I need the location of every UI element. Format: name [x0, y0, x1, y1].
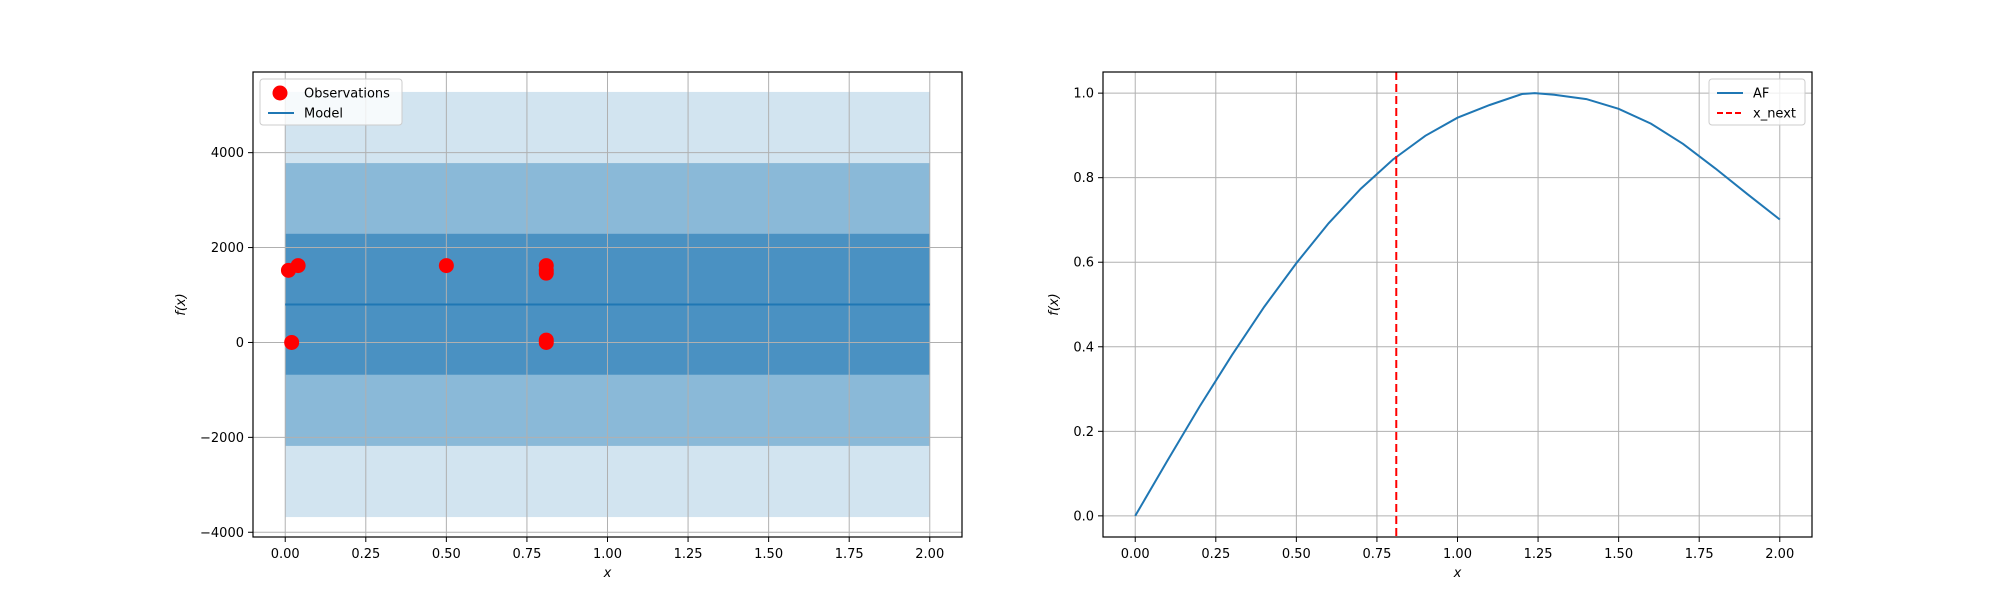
y-tick-label: 0.0 — [1073, 509, 1094, 524]
x-tick-label: 0.75 — [1362, 547, 1391, 562]
x-axis-label: x — [1453, 566, 1462, 581]
legend-label: Model — [304, 107, 343, 122]
y-axis-label: f(x) — [1047, 293, 1062, 315]
x-tick-label: 0.50 — [1282, 547, 1311, 562]
chart-panel-2: 0.00 0.25 0.50 0.75 1.00 1.25 1.50 1.75 2.00 0.0 0… — [1047, 71, 1813, 581]
x-tick-label: 1.00 — [1443, 547, 1472, 562]
observation-point — [290, 258, 306, 274]
x-tick-label: 1.25 — [1524, 547, 1553, 562]
observation-point — [438, 258, 454, 274]
y-tick-label: −4000 — [200, 526, 244, 541]
x-tick-label: 1.25 — [674, 547, 703, 562]
x-tick-label: 0.25 — [1201, 547, 1230, 562]
y-tick-label: −2000 — [200, 431, 244, 446]
x-tick-label: 2.00 — [1765, 547, 1794, 562]
x-tick-label: 0.00 — [1121, 547, 1150, 562]
legend-box — [1708, 78, 1806, 126]
x-tick-label: 1.50 — [1604, 547, 1633, 562]
x-tick-label: 1.75 — [1685, 547, 1714, 562]
x-tick-label: 0.25 — [351, 547, 380, 562]
observation-point — [538, 332, 554, 348]
y-tick-label: 0.6 — [1073, 256, 1094, 271]
legend-marker-observations — [272, 85, 288, 101]
x-tick-label: 0.50 — [432, 547, 461, 562]
x-tick-label: 1.75 — [835, 547, 864, 562]
y-tick-label: 0.2 — [1073, 425, 1094, 440]
y-tick-label: 2000 — [211, 241, 244, 256]
legend-label: x_next — [1753, 107, 1796, 122]
y-tick-label: 1.0 — [1073, 87, 1094, 102]
x-tick-label: 1.00 — [593, 547, 622, 562]
y-tick-label: 0 — [236, 336, 244, 351]
y-tick-label: 0.4 — [1073, 340, 1094, 355]
x-tick-label: 2.00 — [915, 547, 944, 562]
series-line-af — [1134, 92, 1781, 517]
x-tick-label: 1.50 — [754, 547, 783, 562]
legend-box — [259, 78, 403, 126]
chart-panel-1: 0.00 0.25 0.50 0.75 1.00 1.25 1.50 1.75 2.00 −400… — [174, 71, 963, 581]
legend: AF x_next — [1708, 78, 1806, 126]
observation-point — [284, 334, 300, 350]
y-tick-label: 0.8 — [1073, 171, 1094, 186]
y-tick-label: 4000 — [211, 146, 244, 161]
y-axis-label: f(x) — [174, 293, 189, 315]
x-tick-label: 0.75 — [512, 547, 541, 562]
observation-point — [538, 265, 554, 281]
legend-label: AF — [1753, 87, 1769, 102]
legend: Observations Model — [259, 78, 403, 126]
x-tick-label: 0.00 — [271, 547, 300, 562]
x-axis-label: x — [603, 566, 612, 581]
legend-label: Observations — [304, 87, 390, 102]
